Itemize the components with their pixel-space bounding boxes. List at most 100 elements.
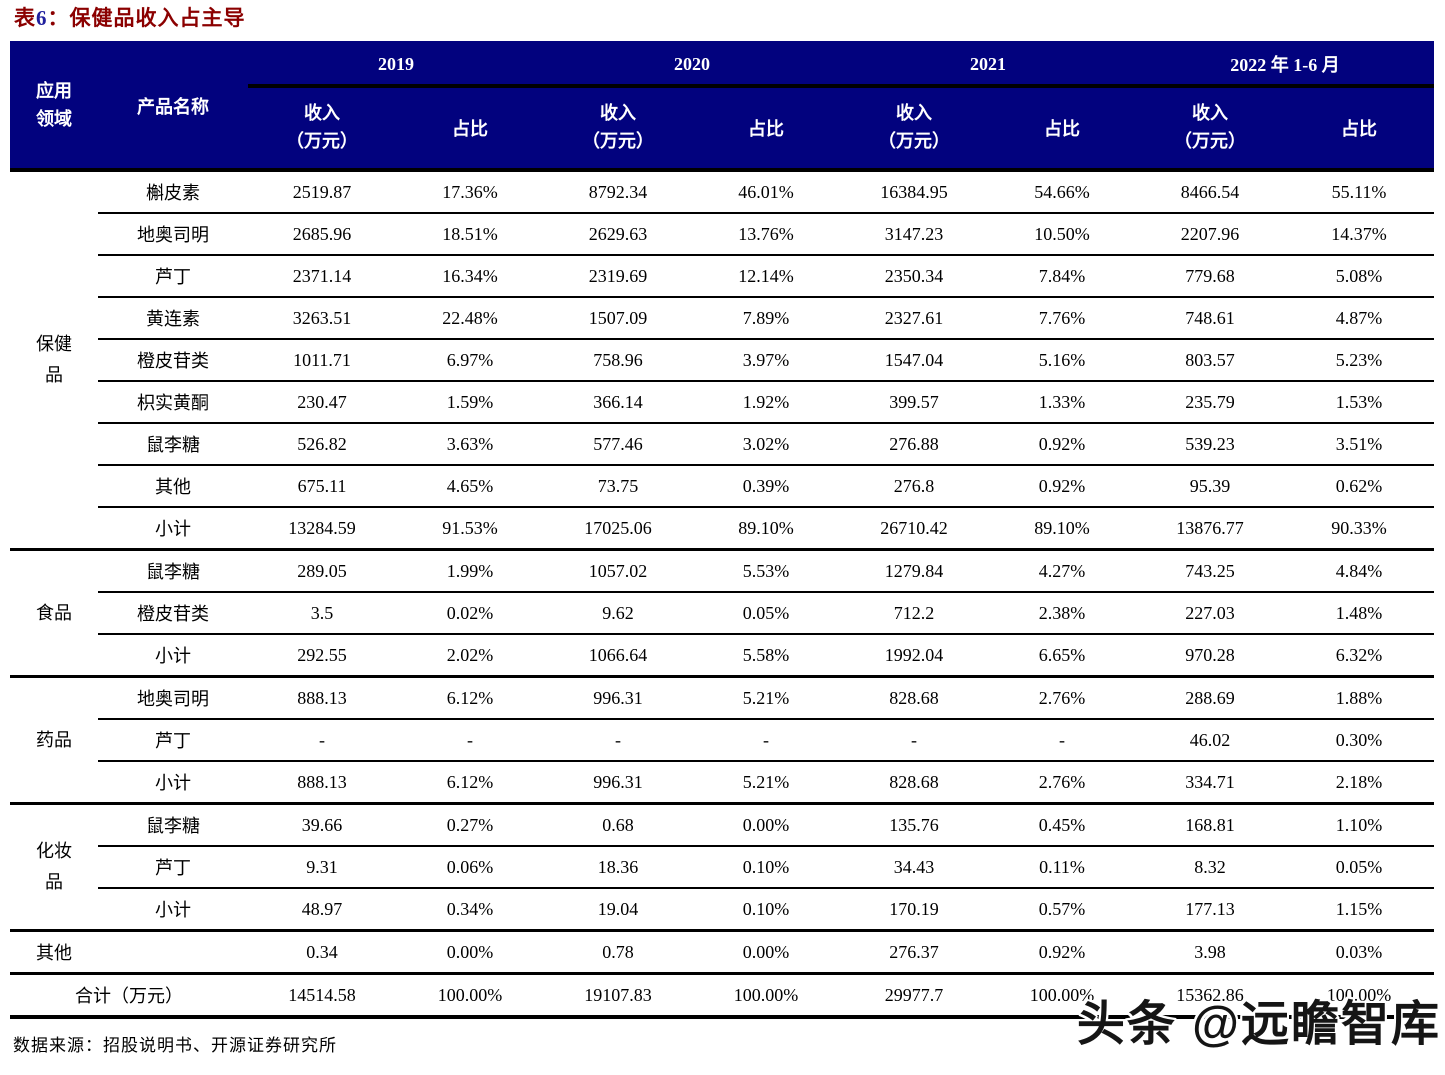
table-row: 化妆品鼠李糖 39.66 0.27% 0.68 0.00% 135.76 0.45% 168.… bbox=[10, 802, 1434, 931]
income-cell: 1011.71 bbox=[248, 338, 396, 381]
share-cell: 1.59% bbox=[396, 380, 544, 423]
income-cell: 8466.54 bbox=[1136, 168, 1284, 213]
income-label: 收入 bbox=[1192, 103, 1228, 124]
header-year-2022: 2022 年 1-6 月 bbox=[1136, 41, 1434, 88]
income-cell: 19107.83 bbox=[544, 972, 692, 1019]
income-cell: 743.25 bbox=[1136, 548, 1284, 592]
income-cell: 34.43 bbox=[840, 845, 988, 888]
income-unit-label: （万元） bbox=[1174, 131, 1246, 151]
income-unit-label: （万元） bbox=[582, 131, 654, 151]
header-income-2022: 收入 （万元） bbox=[1136, 86, 1284, 172]
share-cell: 46.01% bbox=[692, 168, 840, 213]
income-cell: 970.28 bbox=[1136, 633, 1284, 677]
income-cell: 235.79 bbox=[1136, 380, 1284, 423]
income-cell: - bbox=[544, 718, 692, 761]
share-cell: - bbox=[396, 718, 544, 761]
title-colon: ： bbox=[47, 6, 70, 30]
income-cell: 1507.09 bbox=[544, 296, 692, 339]
header-year-row: 应用 领域 产品名称 2019 2020 2021 2022 年 1-6 月 bbox=[10, 41, 1434, 172]
share-cell: 0.03% bbox=[1284, 929, 1434, 974]
income-cell: 0.34 bbox=[248, 929, 396, 974]
share-cell: 7.76% bbox=[988, 296, 1136, 339]
income-cell: - bbox=[840, 718, 988, 761]
product-name: 小计 bbox=[98, 760, 248, 804]
income-cell: 0.68 bbox=[544, 802, 692, 846]
product-name: 鼠李糖 bbox=[98, 802, 248, 846]
income-label: 收入 bbox=[896, 103, 932, 124]
share-cell: 5.08% bbox=[1284, 254, 1434, 297]
share-cell: 0.00% bbox=[692, 802, 840, 846]
income-cell: 758.96 bbox=[544, 338, 692, 381]
income-cell: 334.71 bbox=[1136, 760, 1284, 804]
share-cell: 13.76% bbox=[692, 212, 840, 255]
header-sub-row: 收入 （万元） 占比 收入 （万元） 占比 收入 （万元） 占比 收入 （万元） bbox=[10, 86, 1434, 172]
product-name: 芦丁 bbox=[98, 718, 248, 761]
product-name: 芦丁 bbox=[98, 254, 248, 297]
table-row: 其他 675.11 4.65% 73.75 0.39% 276.8 0.92% 95.39 0.… bbox=[10, 464, 1434, 507]
income-cell: 748.61 bbox=[1136, 296, 1284, 339]
product-name: 鼠李糖 bbox=[98, 422, 248, 465]
header-product-name: 产品名称 bbox=[98, 41, 248, 172]
section-label: 保健品 bbox=[10, 168, 98, 550]
table-row: 食品 鼠李糖 289.05 1.99% 1057.02 5.53% 1279.84 4.27%… bbox=[10, 548, 1434, 677]
income-cell: 73.75 bbox=[544, 464, 692, 507]
share-cell: 0.62% bbox=[1284, 464, 1434, 507]
table-row: 地奥司明 2685.96 18.51% 2629.63 13.76% 3147.23 10.… bbox=[10, 212, 1434, 255]
product-name: 芦丁 bbox=[98, 845, 248, 888]
share-cell: 6.32% bbox=[1284, 633, 1434, 677]
table-row: 橙皮苷类 1011.71 6.97% 758.96 3.97% 1547.04 5.16% 8… bbox=[10, 338, 1434, 381]
share-cell: 89.10% bbox=[692, 506, 840, 550]
product-name: 地奥司明 bbox=[98, 212, 248, 255]
income-cell: 2207.96 bbox=[1136, 212, 1284, 255]
section-label: 药品 bbox=[10, 675, 98, 804]
share-cell: 2.76% bbox=[988, 675, 1136, 719]
share-cell: 6.65% bbox=[988, 633, 1136, 677]
header-share-2022: 占比 bbox=[1284, 86, 1434, 172]
header-year-2021: 2021 bbox=[840, 41, 1136, 88]
product-name: 橙皮苷类 bbox=[98, 338, 248, 381]
share-cell: 5.21% bbox=[692, 675, 840, 719]
share-cell: 3.51% bbox=[1284, 422, 1434, 465]
product-name: 枳实黄酮 bbox=[98, 380, 248, 423]
share-cell: 1.53% bbox=[1284, 380, 1434, 423]
header-income-2021: 收入 （万元） bbox=[840, 86, 988, 172]
section-label: 其他 bbox=[10, 929, 98, 974]
table-row: 合计（万元） 14514.58 100.00% 19107.83 100.00% 2997… bbox=[10, 972, 1434, 1019]
share-cell: - bbox=[988, 718, 1136, 761]
share-cell: 0.11% bbox=[988, 845, 1136, 888]
income-cell: 135.76 bbox=[840, 802, 988, 846]
income-cell: 996.31 bbox=[544, 675, 692, 719]
income-cell: 3.98 bbox=[1136, 929, 1284, 974]
income-cell: 46.02 bbox=[1136, 718, 1284, 761]
table-row: 芦丁 - - - - - -46.02 0.30% bbox=[10, 718, 1434, 761]
income-cell: 13284.59 bbox=[248, 506, 396, 550]
share-cell: 1.33% bbox=[988, 380, 1136, 423]
table-row: 小计 292.55 2.02% 1066.64 5.58% 1992.04 6.65% 970… bbox=[10, 633, 1434, 677]
share-cell: 100.00% bbox=[1284, 972, 1434, 1019]
income-cell: 2629.63 bbox=[544, 212, 692, 255]
share-cell: 2.02% bbox=[396, 633, 544, 677]
share-cell: 3.02% bbox=[692, 422, 840, 465]
income-cell: 577.46 bbox=[544, 422, 692, 465]
total-label: 合计（万元） bbox=[10, 972, 248, 1019]
share-cell: 5.21% bbox=[692, 760, 840, 804]
income-cell: 1279.84 bbox=[840, 548, 988, 592]
income-cell: 170.19 bbox=[840, 887, 988, 931]
data-source-note: 数据来源：招股说明书、开源证券研究所 bbox=[13, 1036, 337, 1055]
product-name: 黄连素 bbox=[98, 296, 248, 339]
income-cell: 3147.23 bbox=[840, 212, 988, 255]
share-cell: 2.38% bbox=[988, 591, 1136, 634]
share-cell: 0.10% bbox=[692, 887, 840, 931]
share-cell: 0.34% bbox=[396, 887, 544, 931]
income-cell: 230.47 bbox=[248, 380, 396, 423]
income-cell: 288.69 bbox=[1136, 675, 1284, 719]
table-row: 小计 888.13 6.12% 996.31 5.21% 828.68 2.76% 334.7… bbox=[10, 760, 1434, 804]
income-cell: 39.66 bbox=[248, 802, 396, 846]
income-cell: 1547.04 bbox=[840, 338, 988, 381]
income-cell: 29977.7 bbox=[840, 972, 988, 1019]
income-cell: 779.68 bbox=[1136, 254, 1284, 297]
share-cell: 4.84% bbox=[1284, 548, 1434, 592]
share-cell: 91.53% bbox=[396, 506, 544, 550]
share-cell: 4.27% bbox=[988, 548, 1136, 592]
